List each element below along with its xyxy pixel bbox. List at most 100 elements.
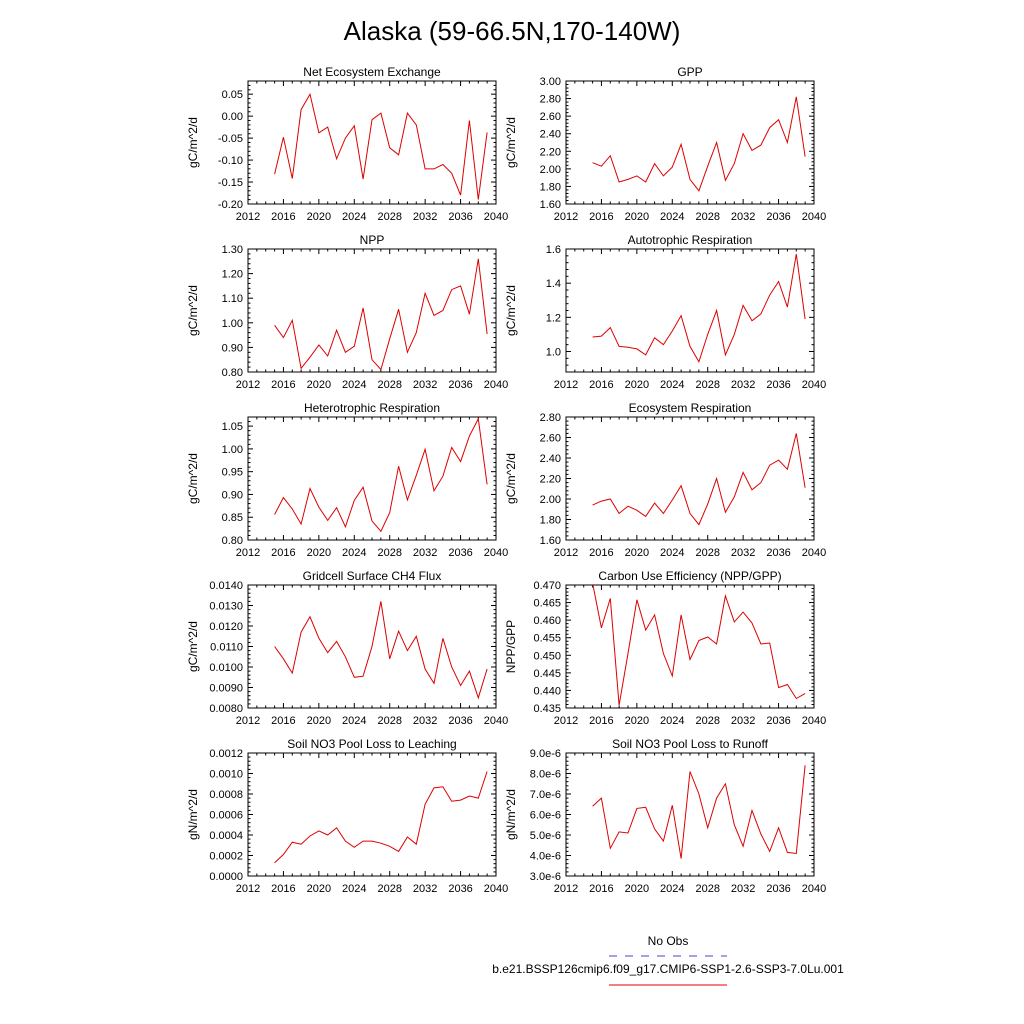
y-tick-label: 0.0002 — [209, 851, 243, 863]
y-tick-label: 0.0010 — [209, 769, 243, 781]
x-tick-label: 2020 — [307, 547, 331, 559]
x-tick-label: 2016 — [271, 211, 295, 223]
y-tick-label: 2.20 — [540, 146, 561, 158]
x-tick-label: 2036 — [448, 211, 472, 223]
x-tick-label: 2036 — [448, 715, 472, 727]
y-tick-label: 3.0e-6 — [530, 871, 561, 883]
panel-grid: Net Ecosystem Exchange 2012 2016 2020 2024 20… — [186, 65, 826, 895]
series-line — [274, 771, 488, 864]
chart-panel: Soil NO3 Pool Loss to Runoff 2012 2016 2020… — [504, 737, 826, 895]
x-tick-label: 2024 — [660, 547, 684, 559]
x-tick-label: 2012 — [236, 547, 260, 559]
x-tick-label: 2040 — [484, 883, 508, 895]
y-tick-label: 0.0100 — [209, 662, 243, 674]
y-tick-label: 0.460 — [533, 615, 561, 627]
x-tick-label: 2016 — [589, 211, 613, 223]
y-tick-label: 7.0e-6 — [530, 789, 561, 801]
y-tick-label: -0.10 — [218, 155, 243, 167]
y-tick-label: 2.80 — [540, 412, 561, 424]
series-line — [592, 585, 806, 706]
x-tick-label: 2036 — [766, 547, 790, 559]
x-tick-label: 2040 — [802, 883, 826, 895]
y-tick-label: -0.05 — [218, 133, 243, 145]
x-tick-label: 2020 — [307, 379, 331, 391]
chart-panel: Heterotrophic Respiration 2012 2016 2020 202… — [186, 401, 508, 559]
x-tick-label: 2032 — [413, 211, 437, 223]
legend: No Obs b.e21.BSSP126cmip6.f09_g17.CMIP6-… — [492, 934, 844, 986]
chart-panel: Net Ecosystem Exchange 2012 2016 2020 2024 20… — [186, 65, 508, 223]
y-tick-label: 0.0000 — [209, 871, 243, 883]
x-tick-label: 2012 — [554, 883, 578, 895]
y-tick-label: 1.60 — [540, 535, 561, 547]
y-tick-label: 6.0e-6 — [530, 810, 561, 822]
series-line — [592, 765, 806, 859]
panel-title: Soil NO3 Pool Loss to Runoff — [612, 737, 769, 751]
y-tick-label: 0.0130 — [209, 601, 243, 613]
series-line — [274, 601, 488, 700]
x-tick-label: 2036 — [766, 379, 790, 391]
y-tick-label: 2.00 — [540, 164, 561, 176]
y-tick-label: -0.20 — [218, 199, 243, 211]
panel-title: GPP — [677, 65, 702, 79]
x-tick-label: 2032 — [731, 715, 755, 727]
y-tick-label: 1.0 — [546, 347, 561, 359]
y-tick-label: 1.6 — [546, 244, 561, 256]
y-axis-label: gN/m^2/d — [186, 789, 200, 840]
x-tick-label: 2012 — [236, 379, 260, 391]
figure-title: Alaska (59-66.5N,170-140W) — [344, 16, 681, 46]
x-tick-label: 2012 — [236, 883, 260, 895]
y-axis-label: gC/m^2/d — [186, 453, 200, 504]
x-tick-label: 2020 — [625, 379, 649, 391]
x-tick-label: 2012 — [236, 715, 260, 727]
y-tick-label: 0.0120 — [209, 621, 243, 633]
y-tick-label: -0.15 — [218, 177, 243, 189]
series-line — [274, 92, 488, 200]
x-tick-label: 2024 — [660, 715, 684, 727]
y-tick-label: 0.80 — [222, 367, 243, 379]
x-tick-label: 2024 — [342, 547, 366, 559]
x-tick-label: 2036 — [448, 883, 472, 895]
x-tick-label: 2040 — [802, 211, 826, 223]
y-tick-label: 0.0008 — [209, 789, 243, 801]
y-tick-label: 1.20 — [222, 269, 243, 281]
x-tick-label: 2012 — [554, 715, 578, 727]
x-tick-label: 2024 — [660, 211, 684, 223]
y-axis-label: gC/m^2/d — [186, 285, 200, 336]
plot-frame — [565, 584, 815, 709]
y-tick-label: 0.0080 — [209, 703, 243, 715]
y-axis-label: gC/m^2/d — [504, 285, 518, 336]
x-tick-label: 2040 — [802, 379, 826, 391]
y-tick-label: 5.0e-6 — [530, 830, 561, 842]
plot-frame — [565, 416, 815, 541]
y-tick-label: 0.90 — [222, 342, 243, 354]
x-tick-label: 2040 — [802, 547, 826, 559]
series-line — [274, 258, 488, 371]
x-tick-label: 2040 — [484, 211, 508, 223]
panel-title: Heterotrophic Respiration — [304, 401, 440, 415]
chart-panel: Autotrophic Respiration 2012 2016 2020 2024 2… — [504, 233, 826, 391]
x-tick-label: 2020 — [625, 547, 649, 559]
x-tick-label: 2020 — [625, 211, 649, 223]
y-tick-label: 0.85 — [222, 512, 243, 524]
plot-frame — [565, 80, 815, 205]
plot-frame — [247, 248, 497, 373]
y-tick-label: 2.40 — [540, 129, 561, 141]
y-tick-label: 1.2 — [546, 312, 561, 324]
x-tick-label: 2024 — [342, 715, 366, 727]
x-tick-label: 2032 — [731, 547, 755, 559]
x-tick-label: 2016 — [271, 715, 295, 727]
x-tick-label: 2016 — [271, 883, 295, 895]
x-tick-label: 2024 — [342, 379, 366, 391]
y-tick-label: 1.80 — [540, 515, 561, 527]
x-tick-label: 2012 — [554, 379, 578, 391]
y-tick-label: 1.05 — [222, 421, 243, 433]
y-tick-label: 0.470 — [533, 580, 561, 592]
y-axis-label: gN/m^2/d — [504, 789, 518, 840]
x-tick-label: 2036 — [766, 211, 790, 223]
y-tick-label: 1.30 — [222, 244, 243, 256]
x-tick-label: 2028 — [377, 715, 401, 727]
x-tick-label: 2040 — [484, 715, 508, 727]
y-tick-label: 0.05 — [222, 89, 243, 101]
y-tick-label: 0.0004 — [209, 830, 243, 842]
x-tick-label: 2036 — [448, 547, 472, 559]
